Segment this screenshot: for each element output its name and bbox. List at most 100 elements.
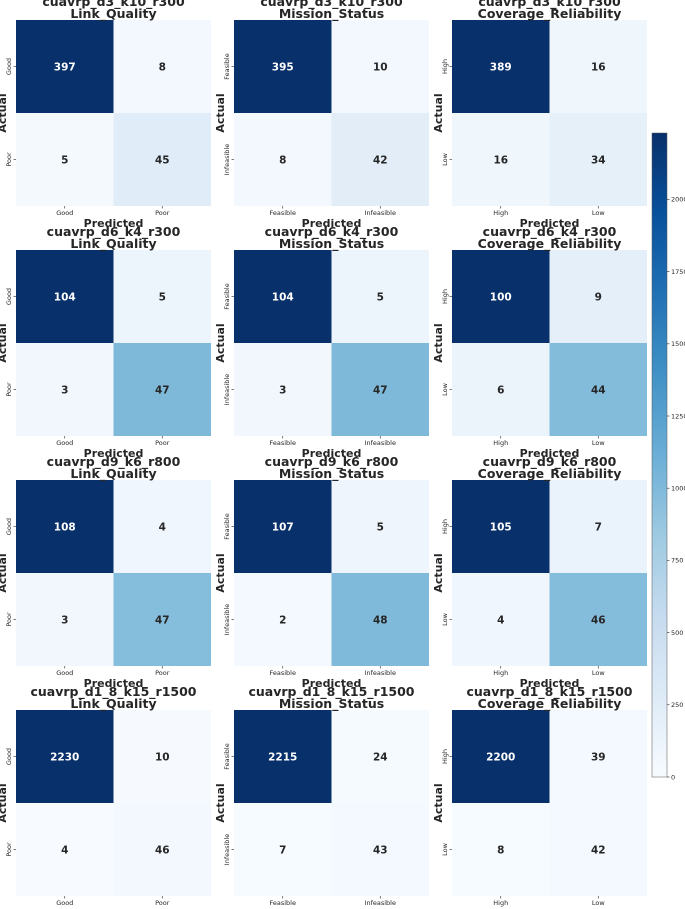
cell-value: 104 bbox=[54, 292, 76, 304]
x-axis-label: Predicted bbox=[302, 447, 362, 460]
panel-title: cuavrp_d9_k6_r800 bbox=[483, 454, 617, 470]
x-tick-label: Feasible bbox=[270, 439, 297, 447]
x-tick-label: Feasible bbox=[270, 899, 297, 907]
x-tick-label: Infeasible bbox=[365, 899, 396, 907]
y-tick-label: Low bbox=[441, 842, 449, 855]
matrix-cell bbox=[234, 343, 332, 436]
panel-title: cuavrp_d9_k6_r800 bbox=[47, 454, 181, 470]
y-tick-label: Feasible bbox=[223, 283, 231, 310]
y-axis-label: Actual bbox=[432, 93, 445, 132]
confusion-matrix-panel: 105 7 4 46 cuavrp_d9_k6_r800Coverage_Reliabi… bbox=[432, 454, 647, 690]
panel-title: Link_Quality bbox=[70, 466, 156, 482]
colorbar-tick-label: 1750 bbox=[671, 268, 685, 276]
y-tick-label: Low bbox=[441, 152, 449, 165]
y-tick-label: Low bbox=[441, 612, 449, 625]
x-tick-label: Good bbox=[56, 899, 73, 907]
matrix-cell bbox=[234, 20, 332, 113]
panel-title: Coverage_Reliability bbox=[478, 466, 622, 482]
cell-value: 3 bbox=[61, 615, 68, 627]
y-axis-label: Actual bbox=[214, 323, 227, 362]
cell-value: 39 bbox=[591, 752, 606, 764]
x-tick-label: Poor bbox=[155, 899, 170, 907]
panel-title: cuavrp_d1_8_k15_r1500 bbox=[30, 684, 196, 700]
y-axis-label: Actual bbox=[214, 783, 227, 822]
colorbar-tick-label: 0 bbox=[671, 773, 675, 781]
y-axis-label: Actual bbox=[432, 553, 445, 592]
cell-value: 45 bbox=[155, 155, 170, 167]
x-axis-label: Predicted bbox=[302, 677, 362, 690]
cell-value: 2230 bbox=[50, 752, 79, 764]
matrix-cell bbox=[452, 803, 550, 896]
x-tick-label: Infeasible bbox=[365, 209, 396, 217]
cell-value: 43 bbox=[373, 845, 388, 857]
matrix-cell bbox=[549, 343, 647, 436]
matrix-cell bbox=[234, 250, 332, 343]
matrix-cell bbox=[113, 803, 211, 896]
cell-value: 24 bbox=[373, 752, 388, 764]
matrix-cell bbox=[113, 250, 211, 343]
panel-title: Mission_Status bbox=[279, 236, 384, 252]
y-tick-label: High bbox=[441, 519, 449, 534]
panel-title: cuavrp_d6_k4_r300 bbox=[265, 224, 399, 240]
cell-value: 2200 bbox=[486, 752, 515, 764]
x-axis-label: Predicted bbox=[302, 217, 362, 230]
x-tick-label: Infeasible bbox=[365, 669, 396, 677]
cell-value: 108 bbox=[54, 522, 76, 534]
colorbar-tick-label: 1000 bbox=[671, 485, 685, 493]
y-tick-label: Good bbox=[5, 518, 13, 535]
y-tick-label: Poor bbox=[5, 152, 13, 167]
cell-value: 9 bbox=[595, 292, 602, 304]
panel-title: Coverage_Reliability bbox=[478, 236, 622, 252]
panel-title: Coverage_Reliability bbox=[478, 696, 622, 712]
x-tick-label: Low bbox=[592, 899, 605, 907]
y-axis-label: Actual bbox=[214, 93, 227, 132]
matrix-cell bbox=[549, 710, 647, 803]
panel-title: Mission_Status bbox=[279, 6, 384, 22]
matrix-cell bbox=[331, 480, 429, 573]
matrix-cell bbox=[16, 803, 114, 896]
matrix-cell bbox=[331, 343, 429, 436]
y-tick-label: Poor bbox=[5, 382, 13, 397]
matrix-cell bbox=[452, 480, 550, 573]
matrix-cell bbox=[113, 480, 211, 573]
matrix-cell bbox=[331, 573, 429, 666]
matrix-cell bbox=[549, 803, 647, 896]
matrix-cell bbox=[452, 710, 550, 803]
cell-value: 5 bbox=[377, 522, 384, 534]
y-tick-label: Poor bbox=[5, 612, 13, 627]
x-tick-label: Feasible bbox=[270, 669, 297, 677]
matrix-cell bbox=[234, 113, 332, 206]
matrix-cell bbox=[16, 480, 114, 573]
cell-value: 2 bbox=[279, 615, 286, 627]
y-tick-label: High bbox=[441, 289, 449, 304]
cell-value: 107 bbox=[272, 522, 294, 534]
cell-value: 5 bbox=[61, 155, 68, 167]
colorbar-gradient bbox=[651, 132, 668, 778]
y-tick-label: Feasible bbox=[223, 513, 231, 540]
x-tick-label: Feasible bbox=[270, 209, 297, 217]
colorbar: 0 250 500 750 1000 1250 1500 1750 2000 bbox=[651, 132, 685, 781]
cell-value: 7 bbox=[595, 522, 602, 534]
x-axis-label: Predicted bbox=[520, 677, 580, 690]
panel-title: cuavrp_d3_k10_r300 bbox=[260, 0, 403, 10]
matrix-cell bbox=[16, 573, 114, 666]
cell-value: 48 bbox=[373, 615, 388, 627]
x-tick-label: Poor bbox=[155, 209, 170, 217]
y-tick-label: Infeasible bbox=[223, 374, 231, 405]
y-tick-label: Feasible bbox=[223, 743, 231, 770]
x-tick-label: Good bbox=[56, 669, 73, 677]
matrix-cell bbox=[113, 113, 211, 206]
cell-value: 6 bbox=[497, 385, 504, 397]
cell-value: 3 bbox=[61, 385, 68, 397]
y-tick-label: High bbox=[441, 59, 449, 74]
cell-value: 4 bbox=[61, 845, 68, 857]
matrix-cell bbox=[549, 113, 647, 206]
matrix-cell bbox=[16, 20, 114, 113]
matrix-cell bbox=[234, 803, 332, 896]
panel-title: cuavrp_d9_k6_r800 bbox=[265, 454, 399, 470]
panel-title: cuavrp_d6_k4_r300 bbox=[483, 224, 617, 240]
x-axis-label: Predicted bbox=[84, 447, 144, 460]
y-tick-label: Infeasible bbox=[223, 834, 231, 865]
matrix-cell bbox=[549, 480, 647, 573]
